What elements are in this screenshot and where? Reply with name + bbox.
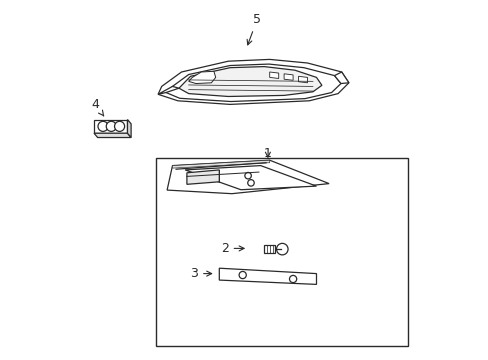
Polygon shape (94, 133, 131, 138)
Polygon shape (188, 71, 215, 84)
Bar (264, 245, 275, 253)
Circle shape (239, 271, 246, 279)
Polygon shape (172, 160, 269, 168)
Polygon shape (166, 64, 340, 102)
Polygon shape (94, 120, 127, 133)
Polygon shape (298, 76, 307, 83)
Polygon shape (186, 170, 219, 184)
Polygon shape (167, 160, 328, 194)
Polygon shape (127, 120, 131, 138)
Circle shape (106, 121, 116, 131)
Text: 3: 3 (190, 267, 211, 280)
Polygon shape (185, 166, 316, 190)
Circle shape (244, 172, 251, 179)
Polygon shape (179, 67, 321, 96)
Circle shape (276, 243, 287, 255)
Polygon shape (334, 72, 348, 84)
Polygon shape (269, 72, 278, 78)
Text: 1: 1 (264, 147, 271, 159)
Text: 4: 4 (91, 98, 103, 116)
Polygon shape (158, 86, 179, 94)
Circle shape (247, 180, 254, 186)
Text: 2: 2 (220, 242, 244, 255)
Text: 5: 5 (246, 13, 261, 45)
Circle shape (289, 275, 296, 283)
Polygon shape (158, 59, 348, 104)
Circle shape (98, 121, 108, 131)
Circle shape (114, 121, 124, 131)
Polygon shape (284, 74, 292, 80)
Bar (156, 158, 407, 346)
Polygon shape (219, 268, 316, 284)
